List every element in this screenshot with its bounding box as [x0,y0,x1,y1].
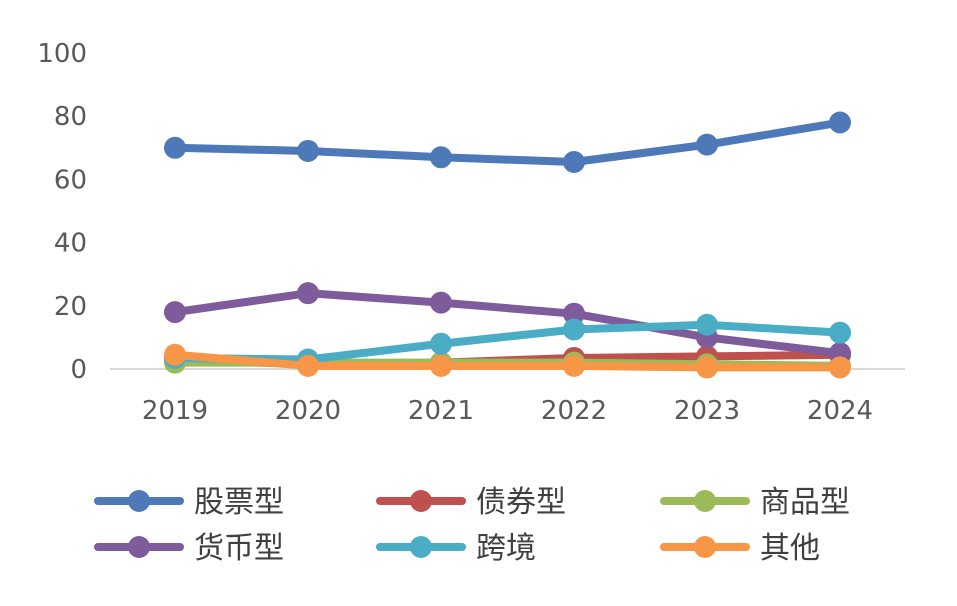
x-axis: 2019 2020 2021 2022 2023 2024 [110,368,905,426]
y-tick-label: 40 [54,229,87,259]
data-point [297,354,319,377]
series-1 [164,111,851,174]
x-tick-label: 2024 [807,396,873,426]
data-point [563,302,585,325]
data-point [696,313,718,336]
data-point [164,343,186,366]
data-point [297,139,319,162]
series-line [171,289,844,358]
x-tick-label: 2020 [275,396,341,426]
x-tick-label: 2023 [674,396,740,426]
data-point [696,356,718,379]
data-point [164,136,186,159]
data-point [164,301,186,324]
data-point [696,133,718,156]
data-point [829,111,851,134]
legend-marker-icon [694,536,716,558]
x-tick-label: 2022 [541,396,607,426]
data-point [563,354,585,377]
y-tick-label: 0 [70,355,87,385]
legend-label: 跨境 [476,531,536,566]
data-point [563,151,585,174]
data-point [430,332,452,355]
legend-label: 其他 [760,531,820,566]
data-point [297,282,319,305]
legend-item: 债券型 [376,485,566,520]
legend-label: 股票型 [194,485,284,520]
series-line [171,350,844,372]
x-tick-label: 2019 [142,396,208,426]
plot-series [164,111,851,379]
legend-item: 跨境 [376,531,536,566]
series-6 [164,343,851,379]
y-axis: 0 20 40 60 80 100 [37,39,87,385]
legend-marker-icon [410,536,432,558]
y-tick-label: 20 [54,292,87,322]
legend-marker-icon [410,490,432,512]
series-line [171,118,844,167]
legend-marker-icon [128,490,150,512]
y-tick-label: 100 [37,39,87,69]
legend-marker-icon [694,490,716,512]
legend-item: 货币型 [94,531,284,566]
data-point [430,354,452,377]
legend-marker-icon [128,536,150,558]
data-point [430,146,452,169]
legend-item: 股票型 [94,485,284,520]
legend-label: 商品型 [760,485,850,520]
legend-item: 其他 [660,531,820,566]
data-point [829,321,851,344]
series-line [171,320,844,364]
data-point [563,318,585,341]
x-tick-label: 2021 [408,396,474,426]
y-tick-label: 80 [54,102,87,132]
legend-label: 货币型 [194,531,284,566]
data-point [829,356,851,379]
y-tick-label: 60 [54,165,87,195]
data-point [430,291,452,314]
legend-item: 商品型 [660,485,850,520]
legend-label: 债券型 [476,485,566,520]
